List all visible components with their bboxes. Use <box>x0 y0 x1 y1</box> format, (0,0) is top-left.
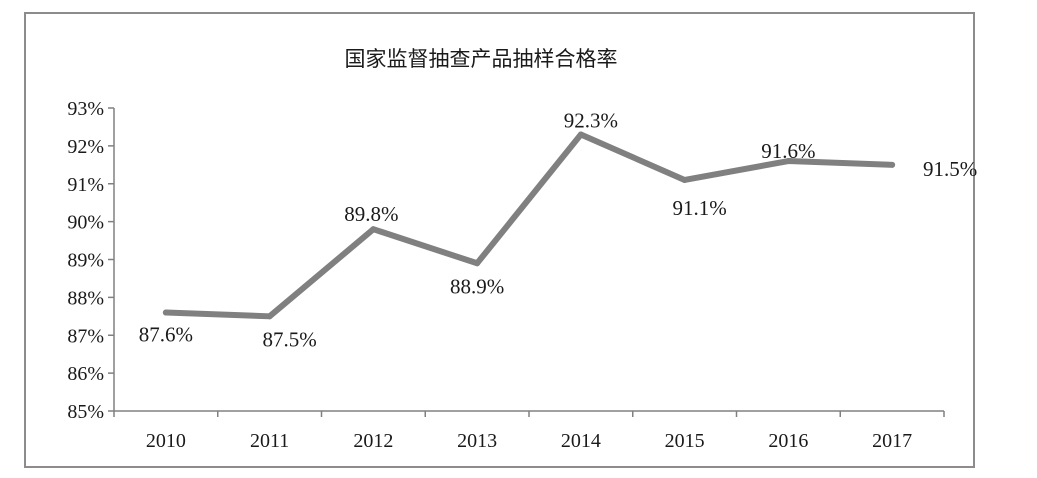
series-layer <box>162 131 896 320</box>
x-tick-label: 2014 <box>561 430 601 452</box>
y-tick-label: 92% <box>67 136 104 158</box>
data-label: 87.6% <box>139 323 193 347</box>
y-tick-label: 85% <box>67 401 104 423</box>
line-chart: 国家监督抽查产品抽样合格率 85% 86% 87% 88% 89% 90% 91% 92% 93… <box>67 47 977 452</box>
y-tick-label: 86% <box>67 363 104 385</box>
x-tick-label: 2012 <box>353 430 393 452</box>
y-axis: 85% 86% 87% 88% 89% 90% 91% 92% 93% <box>67 98 115 423</box>
x-tick-label: 2017 <box>872 430 912 452</box>
chart-frame: 国家监督抽查产品抽样合格率 85% 86% 87% 88% 89% 90% 91% 92% 93… <box>24 12 977 468</box>
data-label: 89.8% <box>344 202 398 226</box>
chart-title: 国家监督抽查产品抽样合格率 <box>345 47 618 71</box>
data-label: 87.5% <box>263 327 317 351</box>
data-point <box>266 313 273 320</box>
data-label: 91.1% <box>673 196 727 220</box>
y-tick-label: 89% <box>67 250 104 272</box>
x-tick-label: 2015 <box>665 430 705 452</box>
data-label: 88.9% <box>450 274 504 298</box>
y-tick-label: 93% <box>67 98 104 120</box>
data-label: 91.5% <box>923 157 977 181</box>
data-label: 92.3% <box>564 109 618 133</box>
x-tick-label: 2016 <box>768 430 808 452</box>
x-axis: 2010 2011 2012 2013 2014 2015 2016 2017 <box>113 410 945 452</box>
data-point <box>162 309 169 316</box>
data-point <box>785 158 792 165</box>
data-point <box>370 226 377 233</box>
data-point <box>889 161 896 168</box>
y-tick-label: 88% <box>67 287 104 309</box>
series-line <box>162 131 896 320</box>
x-tick-label: 2010 <box>146 430 186 452</box>
x-tick-label: 2013 <box>457 430 497 452</box>
y-tick-label: 90% <box>67 212 104 234</box>
data-point <box>681 176 688 183</box>
y-tick-label: 87% <box>67 325 104 347</box>
x-tick-label: 2011 <box>250 430 289 452</box>
data-label-layer: 87.6% 87.5% 89.8% 88.9% 92.3% 91.1% 91.6% 91.5% <box>139 109 977 352</box>
data-point <box>577 131 584 138</box>
y-tick-label: 91% <box>67 174 104 196</box>
data-label: 91.6% <box>761 139 815 163</box>
data-point <box>474 260 481 267</box>
